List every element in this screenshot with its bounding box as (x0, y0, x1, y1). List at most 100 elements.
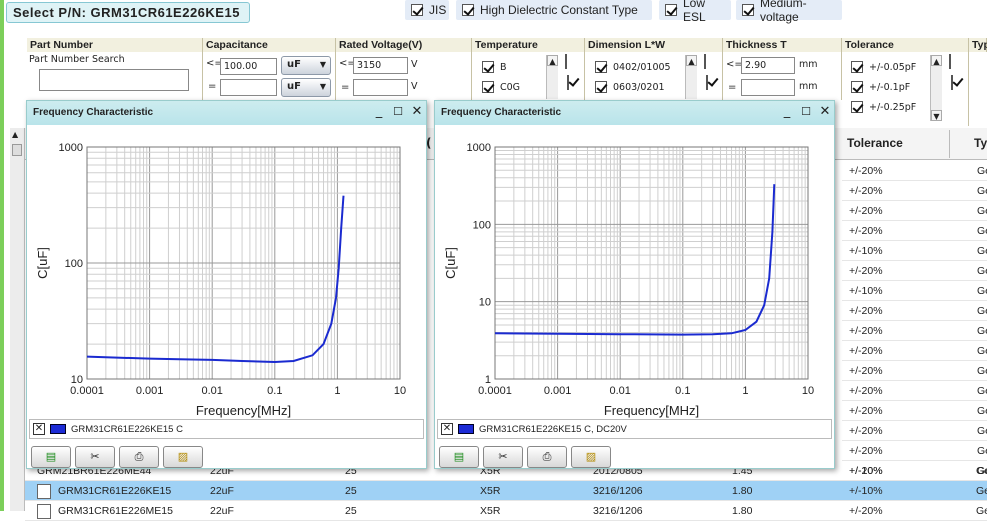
table-row-right[interactable]: +/-20% Ge (842, 201, 987, 221)
table-row-right[interactable]: +/-20% Ge (842, 221, 987, 241)
temperature-select-all[interactable] (567, 75, 569, 90)
table-row-selected[interactable]: GRM31CR61E226KE15 22uF 25 X5R 3216/1206 … (25, 481, 987, 501)
scroll-thumb[interactable] (12, 144, 22, 156)
maximize-icon[interactable]: ☐ (801, 105, 811, 118)
popup-title[interactable]: Frequency Characteristic (27, 101, 426, 125)
table-row-right[interactable]: +/-20% Ge (842, 261, 987, 281)
popup-title[interactable]: Frequency Characteristic (435, 101, 834, 125)
tools-icon[interactable]: ✂ (75, 446, 115, 468)
tolerance-select-all[interactable] (951, 75, 953, 90)
results-scrollbar[interactable]: ▲ (10, 128, 25, 511)
tools-icon[interactable]: ✂ (483, 446, 523, 468)
medium-voltage-checkbox[interactable] (742, 4, 754, 16)
dimension-option[interactable]: 0402/01005 (595, 57, 671, 77)
row-part-number[interactable]: GRM31CR61E226ME15 (58, 505, 173, 517)
dimension-scrollbar[interactable]: ▲ (685, 55, 697, 99)
table-row-right[interactable]: +/-10% Ge (842, 241, 987, 261)
row-thickness: 1.80 (732, 505, 753, 517)
chart-toolbar: ▤ ✂ ⎙ ▨ (31, 446, 203, 470)
table-row-right[interactable]: +/-20% Ge (842, 321, 987, 341)
voltage-input-2[interactable] (353, 79, 408, 96)
tolerance-option[interactable]: +/-0.1pF (851, 77, 916, 97)
temperature-scrollbar[interactable]: ▲ (546, 55, 558, 99)
table-row-right[interactable]: +/-20% Ge (842, 441, 987, 461)
minimize-icon[interactable]: _ (783, 104, 791, 119)
tolerance-scrollbar[interactable]: ▲ ▼ (930, 55, 942, 121)
medium-voltage-filter[interactable]: Medium-voltage (736, 0, 842, 24)
scroll-up-icon[interactable]: ▲ (931, 55, 942, 66)
scroll-up-icon[interactable]: ▲ (12, 130, 19, 139)
temperature-option[interactable]: C0G (482, 77, 520, 97)
temperature-checkbox[interactable] (482, 61, 494, 73)
maximize-icon[interactable]: ☐ (393, 105, 403, 118)
y-tick-label: 10 (71, 374, 83, 386)
thickness-input-2[interactable] (741, 79, 795, 96)
temperature-select-none[interactable] (565, 54, 567, 69)
high-dielectric-filter[interactable]: High Dielectric Constant Type (456, 0, 652, 20)
remove-series-icon[interactable]: ✕ (441, 423, 453, 435)
dimension-option[interactable]: 0603/0201 (595, 77, 671, 97)
high-dielectric-checkbox[interactable] (462, 4, 474, 16)
table-row-right[interactable]: +/-20% Ge (842, 181, 987, 201)
tolerance-option[interactable]: +/-0.25pF (851, 97, 916, 117)
voltage-input-1[interactable]: 3150 (353, 57, 408, 74)
row-tolerance: +/-20% (849, 505, 883, 517)
tolerance-select-none[interactable] (949, 54, 951, 69)
part-number-header: Part Number (27, 38, 203, 52)
tolerance-option[interactable]: +/-0.05pF (851, 57, 916, 77)
table-row-right[interactable]: +/-20% Ge (842, 361, 987, 381)
tolerance-checkbox[interactable] (851, 61, 863, 73)
row-tolerance: +/-20% (849, 445, 883, 457)
x-tick-label: 0.01 (201, 385, 222, 397)
tolerance-checkbox[interactable] (851, 101, 863, 113)
dimension-select-all[interactable] (706, 75, 708, 90)
dimension-checkbox[interactable] (595, 61, 607, 73)
type-column-header[interactable]: Ty (974, 136, 987, 150)
table-row-right[interactable]: +/-20% Ge (842, 161, 987, 181)
tolerance-checkbox[interactable] (851, 81, 863, 93)
jis-checkbox[interactable] (411, 4, 423, 16)
scroll-up-icon[interactable]: ▲ (686, 55, 697, 66)
export-csv-icon[interactable]: ▤ (439, 446, 479, 468)
table-row-right[interactable]: +/-20% Ge (842, 381, 987, 401)
frequency-popup-2[interactable]: Frequency Characteristic _ ☐ ✕ 0.0001 0.0… (434, 100, 835, 469)
scroll-up-icon[interactable]: ▲ (547, 55, 558, 66)
copy-image-icon[interactable]: ▨ (163, 446, 203, 468)
scroll-down-icon[interactable]: ▼ (931, 110, 942, 121)
remove-series-icon[interactable]: ✕ (33, 423, 45, 435)
export-csv-icon[interactable]: ▤ (31, 446, 71, 468)
table-row-right[interactable]: +/-20% Ge (842, 401, 987, 421)
table-row-right[interactable]: +/-10% Ge (842, 281, 987, 301)
row-part-number[interactable]: GRM31CR61E226KE15 (58, 485, 172, 497)
frequency-popup-1[interactable]: Frequency Characteristic _ ☐ ✕ 0.0001 0.0… (26, 100, 427, 469)
table-row-right[interactable]: +/-20% Ge (842, 421, 987, 441)
capacitance-input-2[interactable] (220, 79, 277, 96)
low-esl-checkbox[interactable] (665, 4, 677, 16)
dimension-select-none[interactable] (704, 54, 706, 69)
dimension-checkbox[interactable] (595, 81, 607, 93)
close-icon[interactable]: ✕ (819, 104, 831, 119)
capacitance-input-1[interactable]: 100.00 (220, 58, 277, 75)
capacitance-unit-select-1[interactable]: uF (281, 56, 331, 75)
dimension-option-label: 0402/01005 (613, 61, 671, 73)
row-dimension: 3216/1206 (593, 505, 643, 517)
jis-filter[interactable]: JIS (405, 0, 449, 20)
print-icon[interactable]: ⎙ (527, 446, 567, 468)
table-row-right[interactable]: +/-20% Ge (842, 341, 987, 361)
print-icon[interactable]: ⎙ (119, 446, 159, 468)
thickness-input-1[interactable]: 2.90 (741, 57, 795, 74)
table-row-right[interactable]: +/-20% Ge (842, 301, 987, 321)
y-tick-label: 1 (485, 374, 491, 386)
minimize-icon[interactable]: _ (375, 104, 383, 119)
temperature-option[interactable]: B (482, 57, 520, 77)
temperature-filter: B C0G ▲ (472, 52, 585, 100)
part-number-search-input[interactable] (39, 69, 189, 91)
rated-voltage-header: Rated Voltage(V) (336, 38, 472, 52)
capacitance-unit-select-2[interactable]: uF (281, 78, 331, 97)
copy-image-icon[interactable]: ▨ (571, 446, 611, 468)
table-row[interactable]: GRM31CR61E226ME15 22uF 25 X5R 3216/1206 … (25, 501, 987, 521)
tolerance-column-header[interactable]: Tolerance (847, 136, 903, 150)
close-icon[interactable]: ✕ (411, 104, 423, 119)
low-esl-filter[interactable]: Low ESL (659, 0, 731, 24)
temperature-checkbox[interactable] (482, 81, 494, 93)
